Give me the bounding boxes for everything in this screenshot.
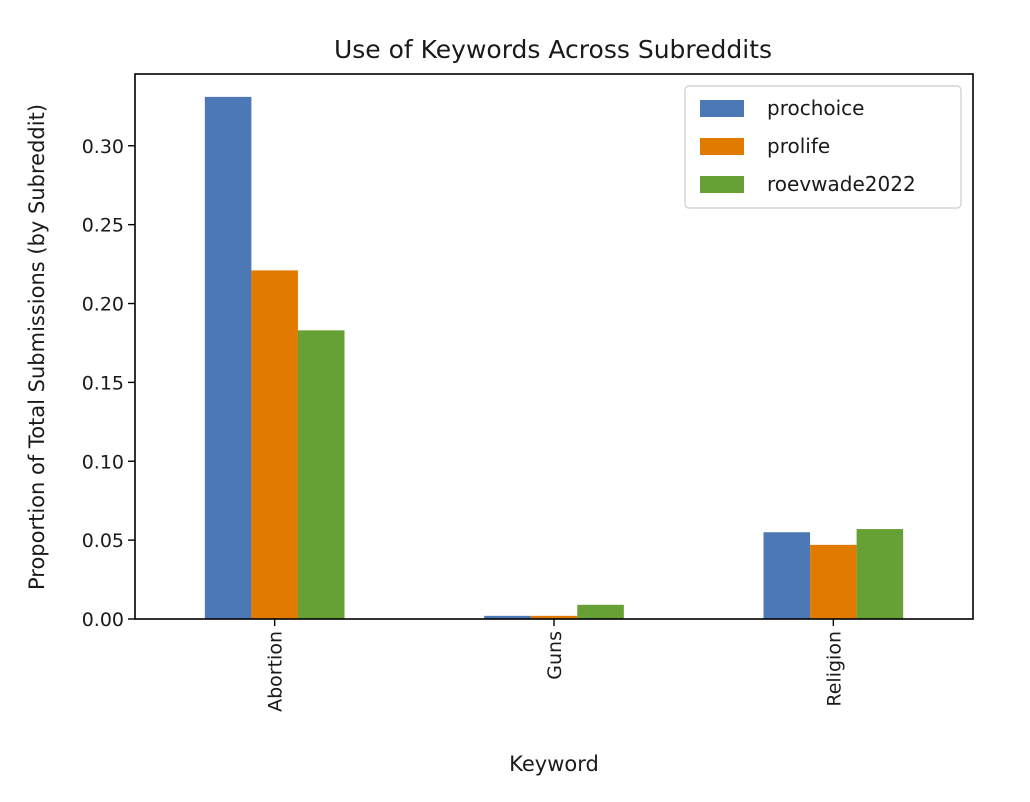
legend-swatch-roevwade2022 [700,176,744,193]
bars-layer [204,96,904,620]
bar-prochoice-guns [484,615,531,619]
legend-label-roevwade2022: roevwade2022 [767,172,916,196]
bar-roevwade2022-abortion [297,330,345,619]
legend-label-prolife: prolife [767,134,830,158]
bar-prolife-abortion [251,270,298,619]
chart-title: Use of Keywords Across Subreddits [334,35,772,64]
y-tick-label: 0.20 [82,294,124,316]
x-axis-label: Keyword [509,752,599,776]
x-axis-ticks: Abortion Guns Religion [265,619,845,712]
y-tick-label: 0.30 [82,136,124,158]
x-tick-label-religion: Religion [823,631,845,707]
y-tick-label: 0.10 [82,451,124,473]
y-tick-label: 0.15 [82,372,124,394]
legend: prochoice prolife roevwade2022 [684,85,962,209]
bar-roevwade2022-guns [577,604,624,619]
legend-label-prochoice: prochoice [767,96,864,120]
bar-prolife-religion [810,544,857,619]
bar-prolife-guns [530,615,578,619]
y-tick-label: 0.05 [82,530,124,552]
y-axis-ticks: 0.00 0.05 0.10 0.15 0.20 0.25 0.30 [82,136,135,631]
bar-prochoice-religion [763,532,811,619]
bar-roevwade2022-religion [856,529,904,619]
legend-box [684,85,962,209]
legend-swatch-prochoice [700,100,744,117]
y-tick-label: 0.00 [82,609,124,631]
y-axis-label: Proportion of Total Submissions (by Subr… [25,104,49,590]
x-tick-label-guns: Guns [544,631,566,680]
x-tick-label-abortion: Abortion [265,631,287,712]
y-tick-label: 0.25 [82,215,124,237]
legend-swatch-prolife [700,138,744,155]
bar-prochoice-abortion [204,96,252,620]
